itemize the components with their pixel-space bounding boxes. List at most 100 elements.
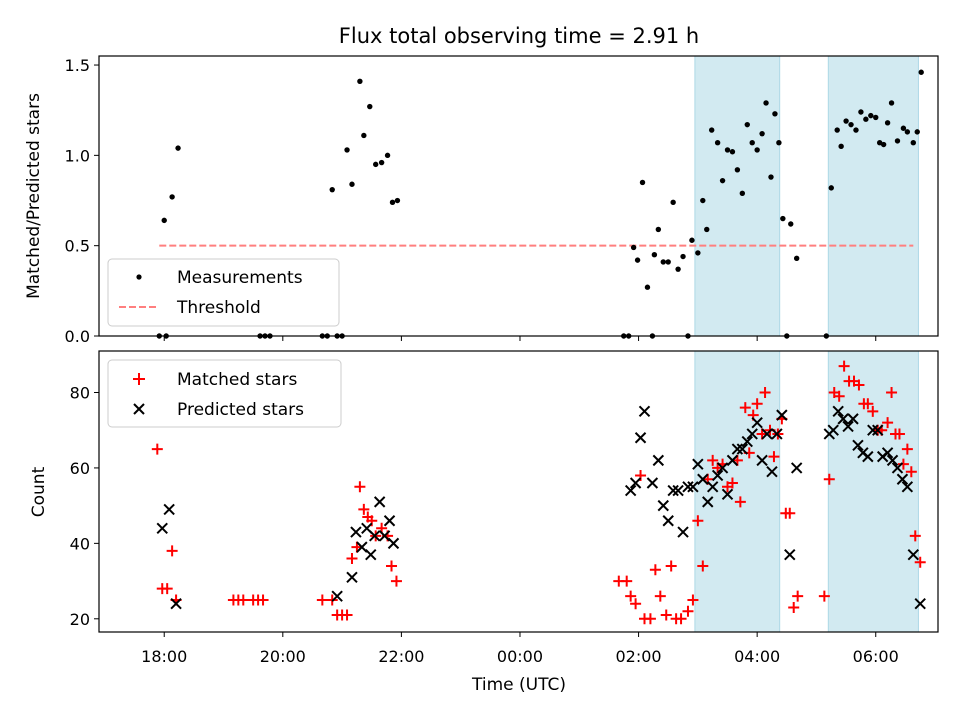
y-tick-label: 40 [70,534,90,553]
measurement-point [828,185,834,191]
measurement-point [651,252,658,258]
measurement-point [853,127,859,133]
matched-star-point [914,556,926,568]
top-y-axis-label: Matched/Predicted stars [24,93,44,299]
matched-star-point [316,594,328,606]
predicted-star-point [896,473,909,485]
matched-star-point [358,503,370,515]
predicted-star-point [170,598,182,610]
bottom-x-axis: 18:00 20:00 22:00 00:00 02:00 04:00 06:00 [141,632,899,666]
measurement-point [394,197,401,204]
measurement-point [880,141,887,148]
matched-star-point [759,386,771,398]
predicted-star-point [726,454,739,467]
predicted-star-point [667,484,679,497]
measurement-point [759,130,765,137]
matched-star-point [853,379,865,391]
x-tick-label: 20:00 [260,647,306,666]
measurement-point [729,149,736,155]
measurement-point [884,120,891,126]
predicted-star-point [746,428,758,440]
measurement-point [888,100,895,106]
matched-star-point [354,481,366,493]
predicted-star-point [692,458,704,470]
measurement-point [918,69,924,75]
predicted-star-point [761,428,773,440]
matched-star-point [905,466,917,478]
top-legend: Measurements Threshold [107,258,340,327]
matched-star-point [687,594,699,606]
predicted-star-point [867,424,879,436]
measurement-point [361,132,367,139]
predicted-star-point [662,515,674,527]
bottom-plot-frame [98,350,939,633]
measurement-point [384,152,391,159]
legend-marker-predicted [133,403,145,415]
measurement-point [644,284,651,290]
measurement-point [788,221,794,227]
measurement-point [739,190,746,196]
matched-star-point [833,390,845,402]
matched-star-point [341,609,353,621]
predicted-star-point [721,488,734,501]
measurement-point [634,257,641,263]
matched-star-point [838,360,850,372]
measurement-point [848,121,854,128]
measurement-point [639,179,646,186]
matched-star-point [823,473,835,485]
measurement-point [704,226,710,233]
matched-star-point [739,402,751,414]
shaded-region-0 [694,55,781,337]
measurement-point [858,109,864,115]
measurement-point [780,215,786,222]
panel-top: 0.0 0.5 1.0 1.5 Matched/Predicted stars Mea… [24,55,939,346]
matched-star-point [257,594,269,606]
measurement-point [357,78,363,84]
predicted-star-point [652,454,665,467]
predicted-star-point [771,428,783,440]
matched-star-point [867,405,879,417]
measurement-point [714,140,721,146]
x-tick-label: 00:00 [497,647,543,666]
y-tick-label: 1.5 [65,56,90,75]
y-tick-label: 60 [70,459,90,478]
measurement-point [665,259,671,265]
legend-label-matched: Matched stars [177,370,297,390]
measurement-point [378,159,385,166]
matched-star-point [630,598,642,610]
measurement-point [834,127,840,133]
measurement-point [719,177,726,184]
measurement-point [329,186,335,193]
shaded-region-1 [827,350,919,633]
predicted-star-point [756,454,768,467]
predicted-star-point [881,447,894,459]
predicted-star-point [156,522,168,534]
x-tick-label: 22:00 [378,647,424,666]
predicted-star-point [624,484,637,497]
predicted-star-point [638,405,651,418]
predicted-star-point [682,481,694,493]
predicted-star-point [827,424,839,436]
measurement-point [349,181,355,187]
predicted-star-point [387,537,400,550]
matched-star-point [818,590,830,602]
predicted-star-point [629,477,642,489]
predicted-star-point [163,503,175,516]
matched-star-point [151,443,163,455]
predicted-star-point [657,499,669,512]
predicted-star-point [886,454,899,467]
x-tick-label: 04:00 [734,647,780,666]
x-tick-label: 18:00 [141,647,187,666]
bottom-y-axis-label: Count [29,466,49,517]
measurement-point [630,244,637,251]
measurement-point [161,217,167,224]
measurement-point [655,226,662,233]
top-series [156,69,924,339]
measurement-point [776,140,782,146]
chart-title: Flux total observing time = 2.91 h [339,24,699,48]
measurement-point [689,237,695,243]
measurement-point [670,199,676,206]
shaded-region-1 [827,55,919,337]
measurement-point [843,118,849,124]
